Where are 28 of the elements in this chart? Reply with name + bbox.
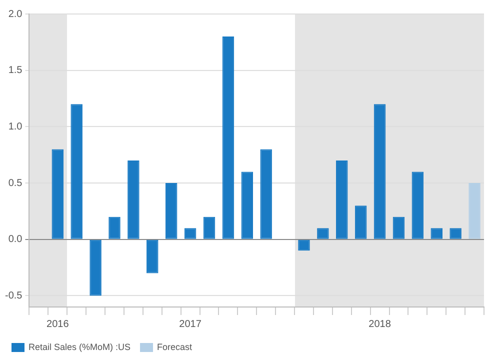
bar [374,104,386,239]
x-tick-label: 2018 [368,318,392,330]
bar [70,104,82,239]
x-tick-label: 2016 [46,318,70,330]
bar [468,183,480,239]
bar [412,172,424,239]
bar [128,160,140,239]
legend-label: Retail Sales (%MoM) :US [28,342,131,352]
bar [222,36,234,239]
x-tick-label: 2017 [179,318,202,330]
y-tick-label: 0.5 [8,178,23,189]
bar [354,206,367,239]
y-tick-label: 2.0 [8,8,23,20]
bar [203,216,216,239]
y-tick-label: -0.5 [4,290,23,302]
bar [336,160,348,239]
bar [108,216,120,239]
y-tick-label: 1.5 [8,65,23,76]
y-tick-label: 1.0 [8,121,23,132]
bar [241,172,254,239]
legend-label: Forecast [157,342,193,352]
bar [392,216,405,239]
bar [90,240,102,296]
bar [165,183,178,239]
bar [52,149,64,239]
bar [260,149,272,239]
bar [146,240,158,274]
y-tick-label: 0.0 [8,234,23,246]
